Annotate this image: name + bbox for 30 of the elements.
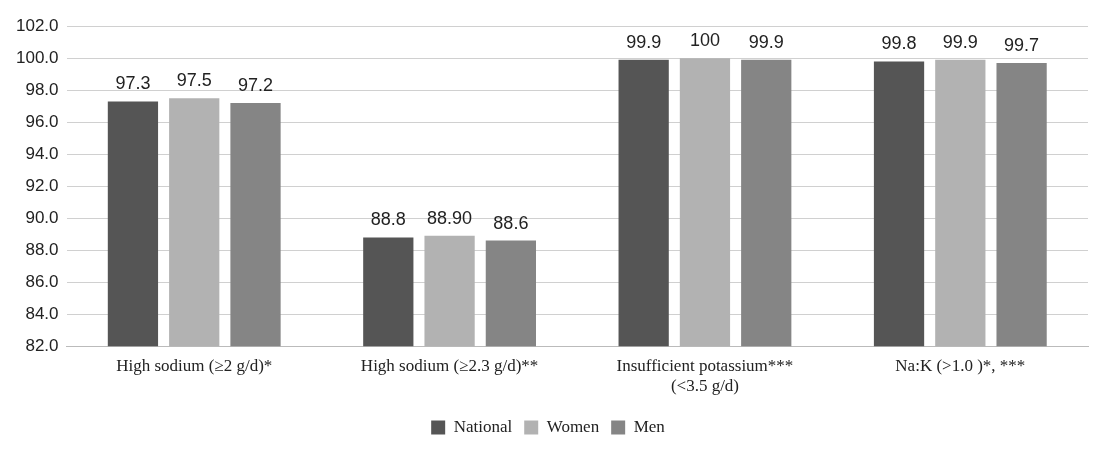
data-label: 99.8	[881, 33, 917, 54]
legend-label: Women	[546, 416, 600, 436]
data-label: 97.3	[115, 73, 151, 94]
data-label: 88.90	[427, 207, 473, 228]
x-tick-label: High sodium (≥2 g/d)*	[116, 355, 273, 375]
data-label: 99.9	[748, 31, 784, 52]
legend-label: National	[453, 416, 513, 436]
y-tick-label: 88.0	[25, 239, 59, 259]
y-tick-label: 94.0	[25, 143, 59, 163]
y-tick-label: 90.0	[25, 207, 59, 227]
y-tick-label: 100.0	[15, 47, 59, 67]
data-label: 99.7	[1004, 34, 1040, 55]
data-label: 99.9	[942, 31, 978, 52]
data-label: 88.6	[493, 212, 529, 233]
legend-label: Men	[633, 416, 666, 436]
data-label: 99.9	[626, 31, 662, 52]
x-tick-label: Na:K (>1.0 )*, ***	[895, 355, 1026, 375]
y-tick-label: 86.0	[25, 271, 59, 291]
y-tick-label: 84.0	[25, 303, 59, 323]
x-tick-label: Insufficient potassium*** (<3.5 g/d)	[616, 355, 794, 396]
y-tick-label: 98.0	[25, 79, 59, 99]
y-tick-label: 102.0	[15, 15, 59, 35]
y-tick-label: 92.0	[25, 175, 59, 195]
data-label: 97.5	[176, 70, 212, 91]
y-tick-label: 96.0	[25, 111, 59, 131]
data-label: 97.2	[237, 74, 274, 95]
x-tick-label: High sodium (≥2.3 g/d)**	[360, 355, 539, 375]
data-label: 88.8	[370, 209, 406, 230]
data-label: 100	[689, 30, 720, 51]
y-tick-label: 82.0	[25, 335, 59, 355]
